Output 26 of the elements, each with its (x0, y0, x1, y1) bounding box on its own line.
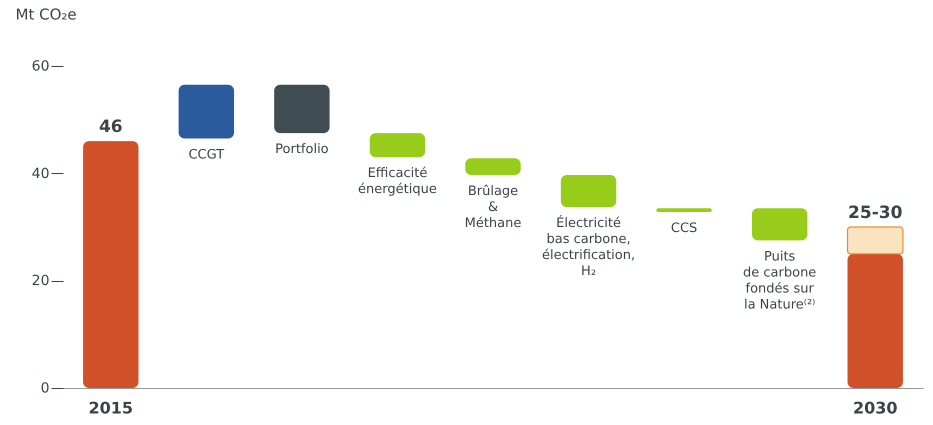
x-tick-label: CCGT (188, 147, 224, 162)
bar (848, 254, 903, 388)
x-tick-label: 2015 (88, 398, 134, 418)
x-tick-label: Électricité bas carbone, électrification, H₂ (542, 214, 636, 280)
bar (370, 133, 426, 158)
x-tick-label: Efficacité énergétique (358, 166, 437, 198)
y-tick-label: 60 (32, 58, 50, 74)
x-tick-label: Puits de carbone fondés sur la Nature⁽²⁾ (743, 249, 816, 312)
bar (274, 84, 330, 134)
x-tick-label: 2030 (852, 398, 898, 418)
y-tick-label: 20 (32, 273, 50, 290)
bar (465, 158, 521, 175)
bar (560, 174, 616, 208)
y-tick-label: 40 (32, 166, 50, 182)
bar (83, 141, 138, 388)
x-tick-label: Portfolio (275, 142, 329, 158)
x-tick-label: Brûlage & Méthane (464, 184, 522, 231)
bar (178, 84, 234, 138)
bar (752, 208, 808, 240)
data-label: 46 (98, 117, 123, 138)
y-tick-label: 0 (40, 380, 50, 396)
y-axis-title: Mt CO₂e (16, 6, 77, 24)
data-label: 25-30 (848, 203, 903, 223)
bar (846, 226, 904, 254)
x-tick-label: CCS (670, 220, 698, 236)
bar (656, 208, 712, 212)
